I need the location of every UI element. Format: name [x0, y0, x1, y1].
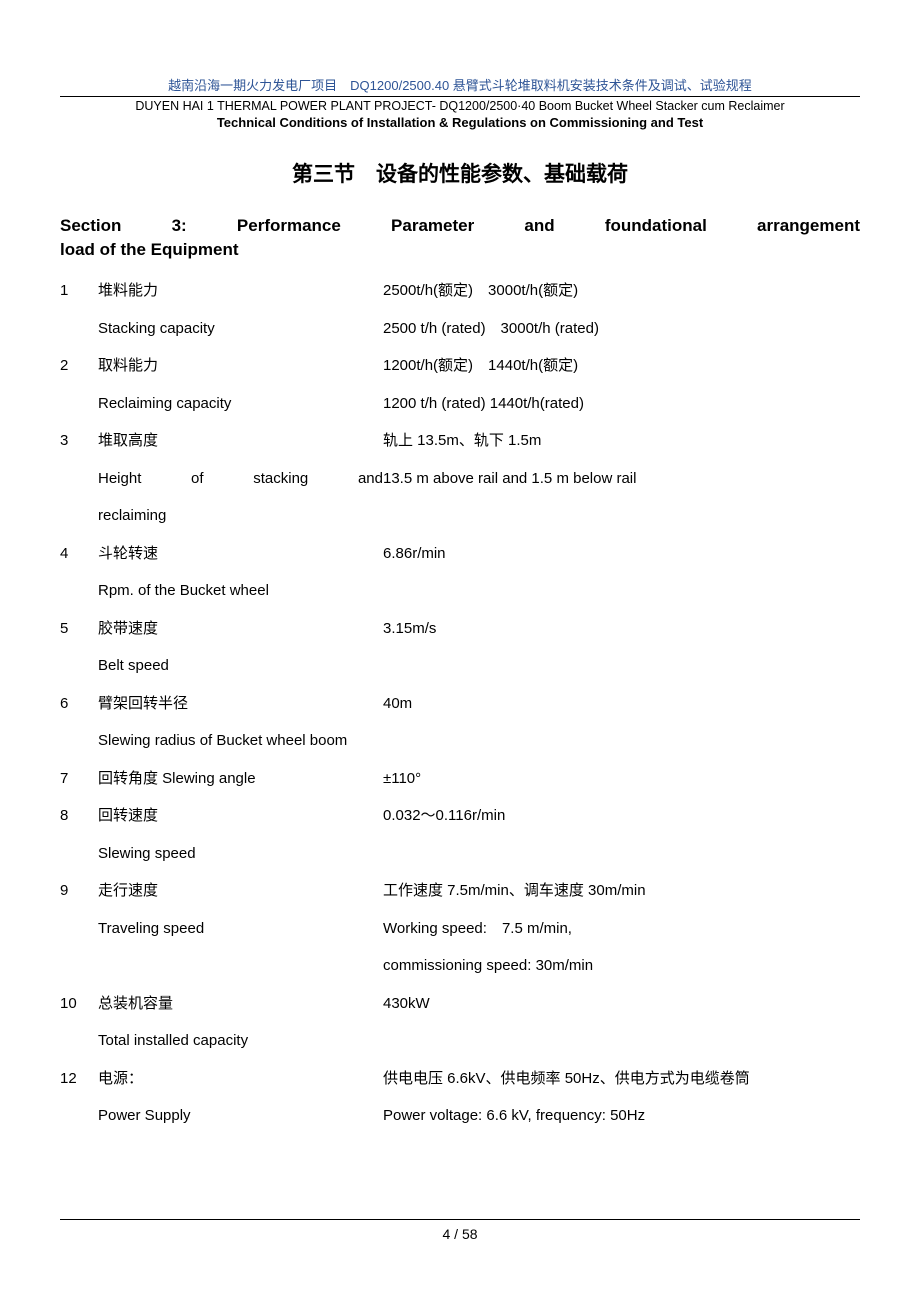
param-value-zh: 轨上 13.5m、轨下 1.5m: [383, 422, 860, 460]
param-row-zh: 3堆取高度轨上 13.5m、轨下 1.5m: [60, 422, 860, 460]
section-title-zh: 第三节 设备的性能参数、基础载荷: [60, 158, 860, 188]
param-value-en: Power voltage: 6.6 kV, frequency: 50Hz: [383, 1097, 860, 1135]
section-title-en-line1: Section 3: Performance Parameter and fou…: [60, 216, 860, 236]
param-number: 8: [60, 797, 98, 835]
param-label-zh: 胶带速度: [98, 610, 383, 648]
param-label-en: Total installed capacity: [98, 1022, 383, 1060]
param-label-en: Belt speed: [98, 647, 383, 685]
header-divider: [60, 96, 860, 97]
param-number-empty: [60, 647, 98, 685]
param-value-en: Working speed: 7.5 m/min,: [383, 910, 860, 948]
param-label-zh: 走行速度: [98, 872, 383, 910]
param-row-zh: 9走行速度工作速度 7.5m/min、调车速度 30m/min: [60, 872, 860, 910]
param-label-zh: 电源：: [98, 1060, 383, 1098]
section-title-en-line2: load of the Equipment: [60, 240, 860, 260]
param-value-zh: 2500t/h(额定) 3000t/h(额定): [383, 272, 860, 310]
param-label-en: Rpm. of the Bucket wheel: [98, 572, 383, 610]
param-number-empty: [60, 1022, 98, 1060]
param-label-en: Height of stacking andreclaiming: [98, 460, 383, 535]
param-value-zh: 6.86r/min: [383, 535, 860, 573]
param-row-zh: 12电源：供电电压 6.6kV、供电频率 50Hz、供电方式为电缆卷筒: [60, 1060, 860, 1098]
param-number-empty: [60, 910, 98, 948]
param-number: 9: [60, 872, 98, 910]
param-number-empty: [60, 385, 98, 423]
param-label-zh: 堆料能力: [98, 272, 383, 310]
param-label-en: Power Supply: [98, 1097, 383, 1135]
header-zh: 越南沿海一期火力发电厂项目 DQ1200/2500.40 悬臂式斗轮堆取料机安装…: [60, 75, 860, 94]
param-value-zh: 工作速度 7.5m/min、调车速度 30m/min: [383, 872, 860, 910]
param-label-zh: 回转速度: [98, 797, 383, 835]
param-label-zh: 堆取高度: [98, 422, 383, 460]
param-value-en: [383, 722, 860, 760]
param-label-zh: 取料能力: [98, 347, 383, 385]
param-value-zh: 1200t/h(额定) 1440t/h(额定): [383, 347, 860, 385]
parameter-table: 1堆料能力2500t/h(额定) 3000t/h(额定)Stacking cap…: [60, 272, 860, 1135]
param-label-zh: 总装机容量: [98, 985, 383, 1023]
param-value-en: 2500 t/h (rated) 3000t/h (rated): [383, 310, 860, 348]
param-row-zh: 2取料能力1200t/h(额定) 1440t/h(额定): [60, 347, 860, 385]
footer-divider: [60, 1219, 860, 1220]
param-label-en: Reclaiming capacity: [98, 385, 383, 423]
param-row-zh: 5胶带速度3.15m/s: [60, 610, 860, 648]
param-value-zh: ±110°: [383, 760, 860, 798]
param-row-en: Traveling speedWorking speed: 7.5 m/min,: [60, 910, 860, 948]
param-row-en: Height of stacking andreclaiming13.5 m a…: [60, 460, 860, 535]
param-label-zh: 斗轮转速: [98, 535, 383, 573]
param-label-en: Stacking capacity: [98, 310, 383, 348]
param-row-zh: 1堆料能力2500t/h(额定) 3000t/h(额定): [60, 272, 860, 310]
param-value-en: 13.5 m above rail and 1.5 m below rail: [383, 460, 860, 535]
param-number: 12: [60, 1060, 98, 1098]
param-row-en: Power SupplyPower voltage: 6.6 kV, frequ…: [60, 1097, 860, 1135]
param-label-zh: 臂架回转半径: [98, 685, 383, 723]
param-number: 2: [60, 347, 98, 385]
param-number-empty: [60, 460, 98, 535]
param-number-empty: [60, 310, 98, 348]
param-value-en: [383, 1022, 860, 1060]
param-row-zh: 4斗轮转速6.86r/min: [60, 535, 860, 573]
param-value-en: [383, 572, 860, 610]
header-en-line2: Technical Conditions of Installation & R…: [60, 115, 860, 130]
param-label-en: Slewing speed: [98, 835, 383, 873]
param-label-en: Traveling speed: [98, 910, 383, 948]
param-row-en: Total installed capacity: [60, 1022, 860, 1060]
param-row-en-extra: commissioning speed: 30m/min: [60, 947, 860, 985]
param-value-zh: 供电电压 6.6kV、供电频率 50Hz、供电方式为电缆卷筒: [383, 1060, 860, 1098]
param-row-en: Rpm. of the Bucket wheel: [60, 572, 860, 610]
param-value-en: [383, 835, 860, 873]
param-number: 4: [60, 535, 98, 573]
param-value-zh: 3.15m/s: [383, 610, 860, 648]
param-value-zh: 0.032～0.116r/min: [383, 797, 860, 835]
param-row-zh: 10总装机容量430kW: [60, 985, 860, 1023]
param-number: 10: [60, 985, 98, 1023]
param-number: 6: [60, 685, 98, 723]
page-footer: 4 / 58: [0, 1219, 920, 1242]
param-number: 3: [60, 422, 98, 460]
document-page: 越南沿海一期火力发电厂项目 DQ1200/2500.40 悬臂式斗轮堆取料机安装…: [0, 0, 920, 1302]
param-row-en: Belt speed: [60, 647, 860, 685]
param-number-empty: [60, 1097, 98, 1135]
param-row-en: Stacking capacity2500 t/h (rated) 3000t/…: [60, 310, 860, 348]
param-value-zh: 40m: [383, 685, 860, 723]
param-value-en-extra: commissioning speed: 30m/min: [383, 947, 860, 985]
param-row-en: Slewing radius of Bucket wheel boom: [60, 722, 860, 760]
param-row-zh: 8回转速度0.032～0.116r/min: [60, 797, 860, 835]
param-number: 7: [60, 760, 98, 798]
param-value-zh: 430kW: [383, 985, 860, 1023]
param-row-zh: 7回转角度 Slewing angle±110°: [60, 760, 860, 798]
param-number-empty: [60, 835, 98, 873]
param-row-zh: 6臂架回转半径40m: [60, 685, 860, 723]
param-number-empty: [60, 722, 98, 760]
param-number: 1: [60, 272, 98, 310]
param-label-en: Slewing radius of Bucket wheel boom: [98, 722, 383, 760]
param-number: 5: [60, 610, 98, 648]
param-label-zh: 回转角度 Slewing angle: [98, 760, 383, 798]
param-row-en: Reclaiming capacity1200 t/h (rated) 1440…: [60, 385, 860, 423]
param-value-en: 1200 t/h (rated) 1440t/h(rated): [383, 385, 860, 423]
param-value-en: [383, 647, 860, 685]
param-number-empty: [60, 572, 98, 610]
header-en-line1: DUYEN HAI 1 THERMAL POWER PLANT PROJECT-…: [60, 99, 860, 113]
param-row-en: Slewing speed: [60, 835, 860, 873]
page-number: 4 / 58: [442, 1226, 477, 1242]
